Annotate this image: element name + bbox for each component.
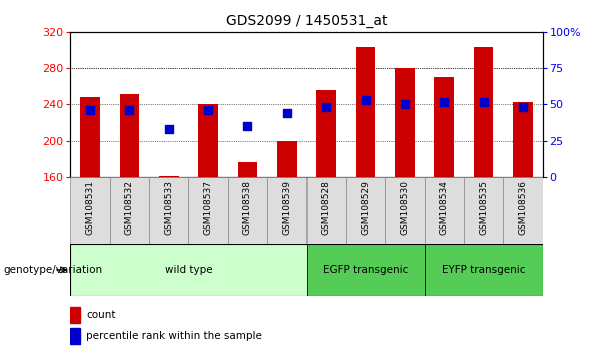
Text: EGFP transgenic: EGFP transgenic	[323, 265, 408, 275]
Text: GDS2099 / 1450531_at: GDS2099 / 1450531_at	[226, 14, 387, 28]
Bar	[424, 177, 464, 244]
Point	[243, 124, 253, 129]
Text: GSM108528: GSM108528	[322, 181, 330, 235]
Text: GSM108537: GSM108537	[204, 181, 213, 235]
Bar	[424, 244, 543, 296]
Point	[518, 104, 528, 110]
Bar	[159, 176, 178, 177]
Bar	[316, 90, 336, 177]
Bar	[503, 177, 543, 244]
Bar	[474, 47, 493, 177]
Bar	[277, 141, 297, 177]
Text: GSM108539: GSM108539	[283, 181, 291, 235]
Bar	[70, 307, 80, 323]
Bar	[306, 177, 346, 244]
Text: GSM108536: GSM108536	[519, 181, 527, 235]
Point	[479, 99, 489, 104]
Point	[124, 107, 134, 113]
Point	[85, 107, 95, 113]
Bar	[70, 328, 80, 344]
Point	[321, 104, 331, 110]
Text: GSM108533: GSM108533	[164, 181, 173, 235]
Bar	[464, 177, 503, 244]
Bar	[346, 177, 385, 244]
Point	[400, 102, 409, 107]
Bar	[80, 97, 100, 177]
Bar	[267, 177, 306, 244]
Text: GSM108530: GSM108530	[400, 181, 409, 235]
Bar	[385, 177, 424, 244]
Bar	[110, 177, 149, 244]
Bar	[356, 47, 375, 177]
Point	[164, 126, 173, 132]
Bar	[238, 162, 257, 177]
Point	[360, 97, 370, 103]
Text: GSM108532: GSM108532	[125, 181, 134, 235]
Bar	[199, 104, 218, 177]
Text: GSM108531: GSM108531	[86, 181, 94, 235]
Bar	[228, 177, 267, 244]
Text: GSM108538: GSM108538	[243, 181, 252, 235]
Bar	[70, 177, 110, 244]
Text: count: count	[86, 310, 116, 320]
Bar	[306, 244, 424, 296]
Text: GSM108535: GSM108535	[479, 181, 488, 235]
Bar	[189, 177, 228, 244]
Text: GSM108529: GSM108529	[361, 181, 370, 235]
Point	[282, 110, 292, 116]
Bar	[513, 102, 533, 177]
Text: percentile rank within the sample: percentile rank within the sample	[86, 331, 262, 341]
Text: GSM108534: GSM108534	[440, 181, 449, 235]
Text: EYFP transgenic: EYFP transgenic	[442, 265, 525, 275]
Text: genotype/variation: genotype/variation	[3, 265, 102, 275]
Bar	[435, 77, 454, 177]
Bar	[395, 68, 414, 177]
Point	[440, 99, 449, 104]
Point	[204, 107, 213, 113]
Bar	[70, 244, 306, 296]
Text: wild type: wild type	[165, 265, 212, 275]
Bar	[120, 93, 139, 177]
Bar	[149, 177, 189, 244]
